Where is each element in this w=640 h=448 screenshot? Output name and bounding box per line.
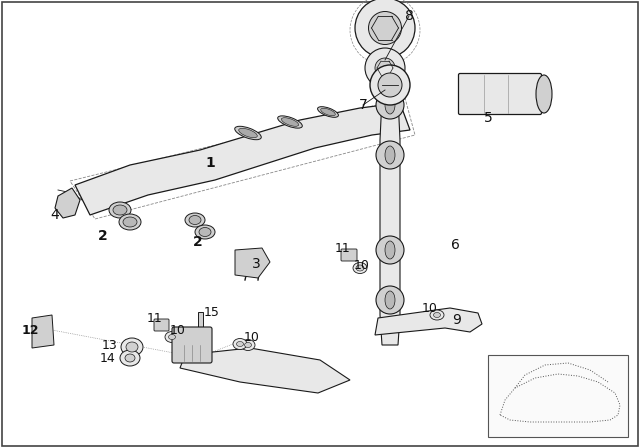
- Circle shape: [376, 286, 404, 314]
- Ellipse shape: [317, 107, 339, 117]
- Circle shape: [370, 65, 410, 105]
- Ellipse shape: [385, 291, 395, 309]
- Polygon shape: [380, 98, 400, 345]
- FancyBboxPatch shape: [458, 73, 541, 115]
- Circle shape: [375, 58, 395, 78]
- Ellipse shape: [385, 96, 395, 114]
- Text: 13: 13: [102, 339, 118, 352]
- Ellipse shape: [433, 313, 440, 318]
- Ellipse shape: [119, 214, 141, 230]
- Text: 15: 15: [204, 306, 220, 319]
- Ellipse shape: [126, 342, 138, 352]
- Ellipse shape: [121, 338, 143, 356]
- Text: 14: 14: [100, 352, 116, 365]
- Text: 12: 12: [21, 323, 39, 336]
- Polygon shape: [235, 248, 270, 278]
- Text: 6: 6: [451, 238, 460, 252]
- Text: 0C09s_2: 0C09s_2: [490, 375, 522, 384]
- FancyBboxPatch shape: [172, 327, 212, 363]
- Circle shape: [378, 73, 402, 97]
- FancyBboxPatch shape: [341, 249, 357, 261]
- Ellipse shape: [356, 265, 364, 271]
- Ellipse shape: [109, 202, 131, 218]
- Bar: [198, 312, 203, 335]
- Ellipse shape: [282, 118, 299, 126]
- Ellipse shape: [385, 146, 395, 164]
- Ellipse shape: [430, 310, 444, 320]
- Text: 10: 10: [422, 302, 438, 314]
- Polygon shape: [75, 103, 410, 215]
- Ellipse shape: [385, 241, 395, 259]
- Ellipse shape: [321, 108, 335, 116]
- Ellipse shape: [113, 205, 127, 215]
- Circle shape: [355, 0, 415, 58]
- Text: ↗: ↗: [616, 375, 624, 385]
- Text: 7: 7: [358, 98, 367, 112]
- Ellipse shape: [189, 215, 201, 224]
- Circle shape: [376, 141, 404, 169]
- Polygon shape: [375, 308, 482, 335]
- Ellipse shape: [123, 217, 137, 227]
- Circle shape: [376, 91, 404, 119]
- Circle shape: [376, 236, 404, 264]
- Text: 2: 2: [98, 229, 108, 243]
- Text: 10: 10: [354, 258, 370, 271]
- Ellipse shape: [239, 128, 257, 138]
- Ellipse shape: [241, 340, 255, 350]
- Ellipse shape: [237, 341, 243, 346]
- Polygon shape: [55, 188, 80, 218]
- Circle shape: [365, 48, 405, 88]
- Text: 11: 11: [335, 241, 351, 254]
- Text: 2: 2: [193, 235, 203, 249]
- Text: 9: 9: [452, 313, 461, 327]
- Text: 5: 5: [484, 111, 492, 125]
- Ellipse shape: [244, 343, 252, 348]
- Text: 8: 8: [404, 9, 413, 23]
- Circle shape: [369, 12, 401, 44]
- Ellipse shape: [195, 225, 215, 239]
- Ellipse shape: [235, 126, 261, 140]
- Polygon shape: [32, 315, 54, 348]
- Ellipse shape: [199, 228, 211, 237]
- Text: 4: 4: [51, 208, 60, 222]
- Text: 10: 10: [170, 323, 186, 336]
- Text: 11: 11: [147, 311, 163, 324]
- Ellipse shape: [185, 213, 205, 227]
- Polygon shape: [180, 348, 350, 393]
- Ellipse shape: [536, 75, 552, 113]
- Ellipse shape: [165, 332, 179, 343]
- Text: 10: 10: [244, 331, 260, 344]
- Ellipse shape: [125, 354, 135, 362]
- Ellipse shape: [233, 339, 247, 349]
- Ellipse shape: [353, 263, 367, 273]
- Text: 1: 1: [205, 156, 215, 170]
- Ellipse shape: [168, 335, 175, 340]
- Text: 3: 3: [252, 257, 260, 271]
- Ellipse shape: [120, 350, 140, 366]
- Bar: [488, 355, 628, 437]
- FancyBboxPatch shape: [154, 319, 169, 331]
- Ellipse shape: [278, 116, 302, 128]
